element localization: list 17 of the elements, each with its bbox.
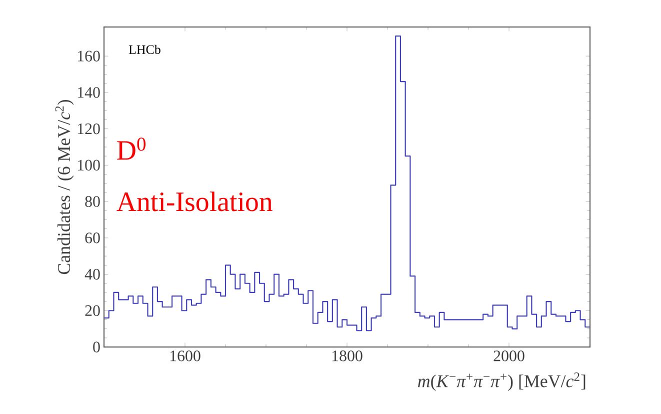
annotation: D$^{0}$ bbox=[117, 138, 146, 160]
annotation: Anti-Isolation bbox=[116, 192, 272, 212]
annotation: LHCb bbox=[128, 44, 160, 54]
y-tick-label: 40 bbox=[84, 268, 100, 280]
y-tick-label: 100 bbox=[78, 160, 100, 171]
y-tick-label: 0 bbox=[93, 342, 100, 352]
x-tick-label: 1600 bbox=[170, 350, 200, 362]
y-tick-label: 60 bbox=[85, 232, 100, 244]
x-tick-label: 2000 bbox=[494, 350, 524, 362]
y-tick-label: 80 bbox=[85, 196, 100, 207]
y-axis-title: Candidates / (6 MeV/c$^{2}$) bbox=[55, 100, 74, 274]
y-tick-label: 120 bbox=[78, 123, 100, 134]
x-tick-label: 1800 bbox=[332, 350, 362, 362]
y-tick-label: 160 bbox=[78, 50, 100, 62]
text: m(K$^{−}$π$^{+}$π$^{−}$π$^{+}$) [MeV/c$^{2}$] bbox=[418, 372, 586, 391]
y-tick-label: 140 bbox=[78, 87, 100, 98]
y-tick-label: 20 bbox=[85, 305, 100, 316]
